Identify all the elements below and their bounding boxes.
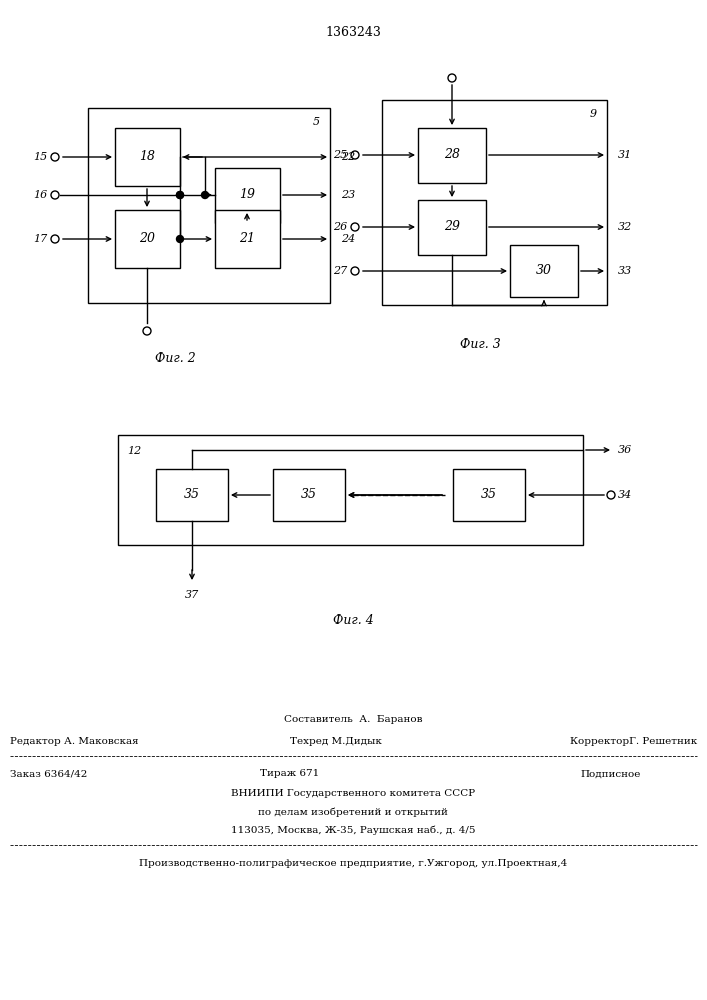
Text: Заказ 6364/42: Заказ 6364/42 [10, 770, 88, 778]
Bar [510, 245, 578, 297]
Text: 15: 15 [33, 152, 47, 162]
Text: 21: 21 [239, 232, 255, 245]
Text: Техред М.Дидык: Техред М.Дидык [290, 738, 382, 746]
Text: Фиг. 3: Фиг. 3 [460, 338, 501, 352]
Text: 20: 20 [139, 232, 155, 245]
Text: 32: 32 [618, 222, 632, 232]
Text: 23: 23 [341, 190, 355, 200]
Text: 18: 18 [139, 150, 155, 163]
Text: КорректорГ. Решетник: КорректорГ. Решетник [570, 738, 697, 746]
Circle shape [177, 192, 184, 198]
Text: 35: 35 [184, 488, 200, 502]
Text: Тираж 671: Тираж 671 [260, 770, 320, 778]
Bar [156, 469, 228, 521]
Circle shape [177, 235, 184, 242]
Text: 31: 31 [618, 150, 632, 160]
Text: 35: 35 [301, 488, 317, 502]
Bar [118, 435, 583, 545]
Bar [273, 469, 345, 521]
Text: 35: 35 [481, 488, 497, 502]
Text: 1363243: 1363243 [325, 25, 381, 38]
Text: ВНИИПИ Государственного комитета СССР: ВНИИПИ Государственного комитета СССР [231, 790, 475, 798]
Text: Фиг. 2: Фиг. 2 [155, 352, 195, 364]
Text: 33: 33 [618, 266, 632, 276]
Bar [215, 210, 280, 268]
Text: Составитель  А.  Баранов: Составитель А. Баранов [284, 716, 422, 724]
Text: 34: 34 [618, 490, 632, 500]
Text: 16: 16 [33, 190, 47, 200]
Text: Фиг. 4: Фиг. 4 [332, 613, 373, 626]
Text: 36: 36 [618, 445, 632, 455]
Text: 24: 24 [341, 234, 355, 244]
Text: 22: 22 [341, 152, 355, 162]
Text: Подписное: Подписное [580, 770, 641, 778]
Text: 17: 17 [33, 234, 47, 244]
Text: по делам изобретений и открытий: по делам изобретений и открытий [258, 807, 448, 817]
Text: 12: 12 [127, 446, 141, 456]
Text: 37: 37 [185, 590, 199, 600]
Bar [115, 128, 180, 186]
Text: Редактор А. Маковская: Редактор А. Маковская [10, 738, 139, 746]
Text: 5: 5 [312, 117, 320, 127]
Circle shape [177, 192, 184, 198]
Bar [418, 200, 486, 255]
Text: 113035, Москва, Ж-35, Раушская наб., д. 4/5: 113035, Москва, Ж-35, Раушская наб., д. … [230, 825, 475, 835]
Text: 25: 25 [333, 150, 347, 160]
Bar [215, 168, 280, 223]
Text: 27: 27 [333, 266, 347, 276]
Text: Производственно-полиграфическое предприятие, г.Ужгород, ул.Проектная,4: Производственно-полиграфическое предприя… [139, 858, 567, 867]
Bar [418, 128, 486, 183]
Text: 26: 26 [333, 222, 347, 232]
Circle shape [201, 192, 209, 198]
Bar [88, 108, 330, 303]
Bar [453, 469, 525, 521]
Text: 19: 19 [239, 188, 255, 202]
Text: 29: 29 [444, 221, 460, 233]
Text: 30: 30 [536, 264, 552, 277]
Text: 9: 9 [590, 109, 597, 119]
Bar [382, 100, 607, 305]
Text: 28: 28 [444, 148, 460, 161]
Bar [115, 210, 180, 268]
